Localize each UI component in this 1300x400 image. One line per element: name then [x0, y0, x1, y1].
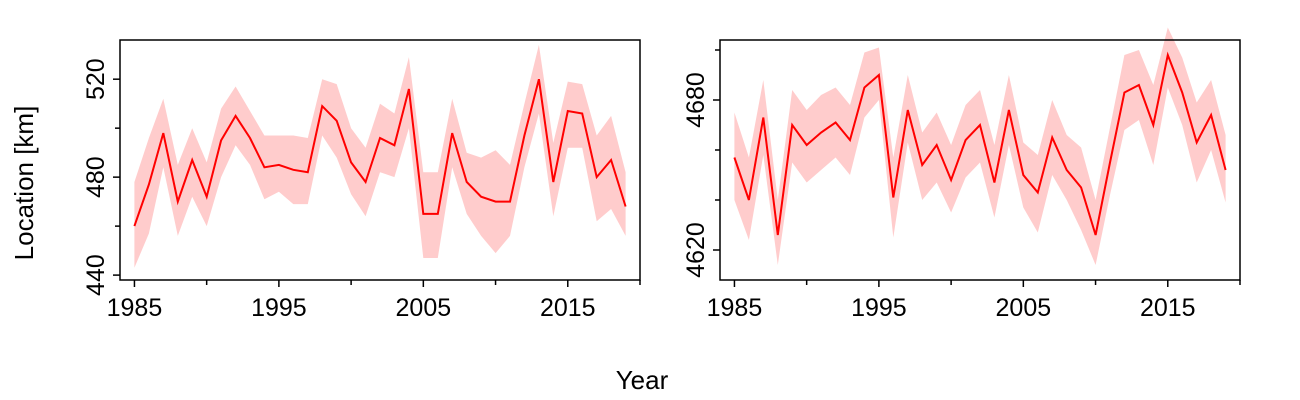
series-line — [733, 51, 1227, 236]
x-tick-label: 2015 — [1140, 294, 1196, 322]
plot-frame — [719, 39, 1241, 281]
y-tick-label: 480 — [82, 156, 110, 198]
y-tick-label: 4680 — [682, 72, 710, 128]
x-tick-label: 1985 — [707, 294, 763, 322]
x-tick-label: 2015 — [540, 294, 596, 322]
right-chart-panel: 1985 1995 2005 2015 4620 4680 — [682, 27, 1241, 322]
confidence-band — [134, 44, 626, 268]
x-tick-label: 1995 — [251, 294, 307, 322]
y-tick-label: 440 — [82, 254, 110, 296]
x-axis-title: Year — [616, 365, 669, 395]
x-tick-label: 1995 — [851, 294, 907, 322]
plot-frame — [119, 39, 641, 281]
y-axis-title: Location [km] — [9, 106, 39, 261]
y-tick-label: 520 — [82, 58, 110, 100]
y-tick-label: 4620 — [682, 222, 710, 278]
left-chart-panel: 1985 1995 2005 2015 440 480 520 — [82, 39, 641, 322]
series-line — [133, 78, 627, 227]
confidence-band — [734, 27, 1226, 265]
x-tick-label: 1985 — [107, 294, 163, 322]
x-tick-label: 2005 — [396, 294, 452, 322]
x-tick-label: 2005 — [996, 294, 1052, 322]
